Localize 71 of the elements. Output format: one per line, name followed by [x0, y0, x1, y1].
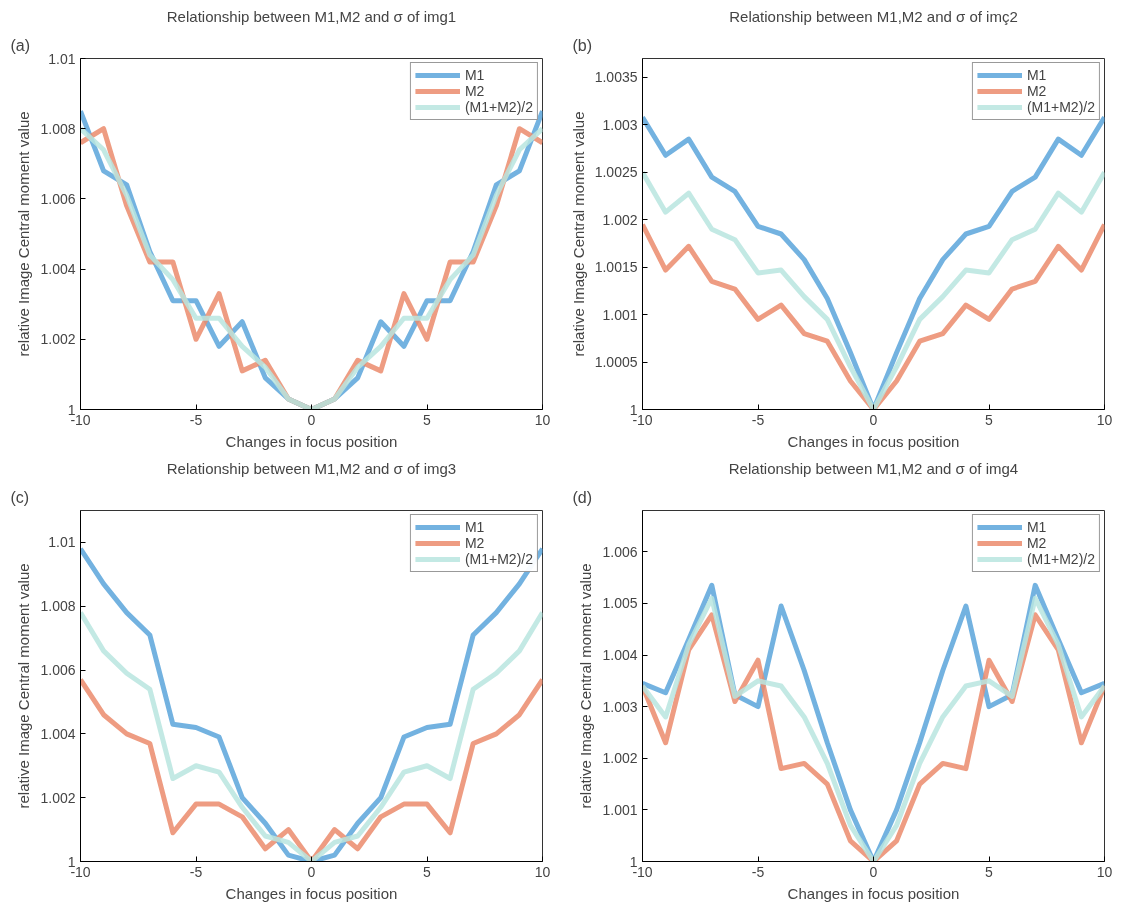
x-tick-label: 5: [985, 411, 994, 428]
x-tick-label: 0: [307, 863, 316, 880]
y-tick-label: 1.0015: [594, 259, 638, 276]
x-tick-label: -5: [189, 411, 203, 428]
y-tick-label: 1.002: [602, 750, 638, 767]
y-tick-label: 1.006: [40, 190, 76, 207]
y-tick-label: 1.004: [40, 261, 76, 278]
y-tick-label: 1.001: [602, 306, 638, 323]
legend-label: M1: [464, 67, 485, 83]
y-tick-label: 1.01: [48, 50, 76, 67]
y-tick-label: 1: [629, 853, 638, 870]
y-tick-label: 1.0035: [594, 69, 638, 86]
legend-label: (M1+M2)/2: [464, 99, 533, 115]
legend-label: M2: [1026, 83, 1047, 99]
x-axis-title: Changes in focus position: [787, 432, 960, 450]
chart-title: Relationship between M1,M2 and σ of img4: [728, 459, 1019, 477]
legend-label: (M1+M2)/2: [464, 551, 533, 567]
legend-label: M2: [1026, 535, 1047, 551]
y-axis-title: relative Image Central moment value: [569, 111, 587, 357]
legend-label: M1: [1026, 519, 1047, 535]
legend-label: M1: [1026, 67, 1047, 83]
x-tick-label: 0: [307, 411, 316, 428]
x-tick-label: 5: [423, 863, 432, 880]
y-tick-label: 1: [67, 401, 76, 418]
y-tick-label: 1.0025: [594, 164, 638, 181]
text: (d): [572, 488, 593, 506]
x-tick-label: 0: [869, 411, 878, 428]
chart-title: Relationship between M1,M2 and σ of img1: [166, 7, 457, 25]
x-tick-label: -5: [751, 863, 765, 880]
text: (b): [572, 36, 593, 54]
text: (a): [10, 36, 31, 54]
chart-title: Relationship between M1,M2 and σ of img3: [166, 459, 457, 477]
y-tick-label: 1.006: [40, 662, 76, 679]
y-tick-label: 1.001: [602, 801, 638, 818]
y-tick-label: 1.008: [40, 598, 76, 615]
x-tick-label: 10: [1096, 863, 1113, 880]
x-axis-title: Changes in focus position: [225, 884, 398, 902]
y-tick-label: 1: [67, 853, 76, 870]
legend-label: M1: [464, 519, 485, 535]
y-axis-title: relative Image Central moment value: [577, 563, 595, 809]
y-tick-label: 1.004: [40, 725, 76, 742]
legend-label: (M1+M2)/2: [1026, 99, 1095, 115]
x-tick-label: 10: [1096, 411, 1113, 428]
x-tick-label: -5: [751, 411, 765, 428]
y-tick-label: 1.005: [602, 595, 638, 612]
y-tick-label: 1.004: [602, 647, 638, 664]
y-tick-label: 1.003: [602, 698, 638, 715]
y-axis-title: relative Image Central moment value: [15, 563, 33, 809]
chart-title: Relationship between M1,M2 and σ of imç2: [729, 7, 1018, 25]
x-tick-label: 5: [985, 863, 994, 880]
y-tick-label: 1.003: [602, 116, 638, 133]
x-tick-label: -5: [189, 863, 203, 880]
x-tick-label: 10: [534, 411, 551, 428]
y-tick-label: 1: [629, 401, 638, 418]
x-axis-title: Changes in focus position: [787, 884, 960, 902]
y-tick-label: 1.002: [602, 211, 638, 228]
legend-label: (M1+M2)/2: [1026, 551, 1095, 567]
x-axis-title: Changes in focus position: [225, 432, 398, 450]
y-tick-label: 1.0005: [594, 354, 638, 371]
y-tick-label: 1.006: [602, 543, 638, 560]
y-tick-label: 1.01: [48, 534, 76, 551]
x-tick-label: 5: [423, 411, 432, 428]
x-tick-label: 10: [534, 863, 551, 880]
y-tick-label: 1.002: [40, 789, 76, 806]
y-tick-label: 1.002: [40, 331, 76, 348]
y-tick-label: 1.008: [40, 120, 76, 137]
y-axis-title: relative Image Central moment value: [15, 111, 33, 357]
legend-label: M2: [464, 535, 485, 551]
text: (c): [10, 488, 30, 506]
x-tick-label: 0: [869, 863, 878, 880]
legend-label: M2: [464, 83, 485, 99]
